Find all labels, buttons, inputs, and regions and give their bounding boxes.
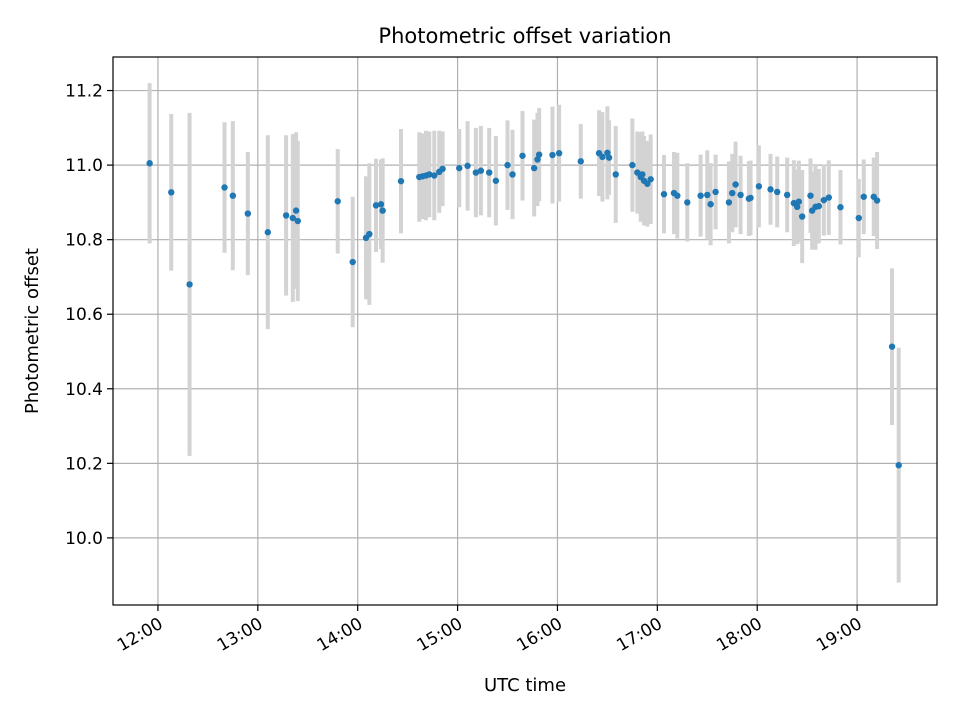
data-point [815, 202, 823, 210]
data-point [464, 162, 471, 170]
data-point [604, 149, 611, 157]
data-point [783, 191, 791, 199]
x-tick-label: 15:00 [414, 614, 466, 656]
y-axis-ticks: 10.0 10.2 10.4 10.6 10.8 11.0 11.2 [65, 82, 113, 549]
y-tick-label: 11.0 [65, 156, 103, 176]
x-axis-label: UTC time [484, 675, 566, 696]
data-point [366, 230, 373, 238]
chart-title: Photometric offset variation [378, 24, 671, 48]
data-point [549, 151, 556, 159]
y-tick-label: 10.6 [65, 305, 103, 325]
data-point [519, 152, 526, 159]
data-point [146, 160, 153, 167]
data-point [492, 177, 500, 184]
x-tick-label: 18:00 [713, 614, 765, 656]
data-point [712, 188, 719, 196]
plot-frame [112, 56, 938, 606]
data-point [755, 183, 763, 190]
data-point [439, 165, 446, 173]
data-point [647, 176, 654, 183]
y-tick-label: 11.2 [65, 82, 103, 102]
y-tick-label: 10.2 [65, 454, 103, 474]
data-point [289, 214, 296, 222]
data-point [773, 188, 781, 196]
data-point [292, 207, 300, 214]
data-point [629, 161, 636, 169]
y-tick-label: 10.0 [65, 529, 103, 549]
x-tick-label: 17:00 [613, 614, 665, 656]
data-point [798, 213, 806, 220]
data-point [397, 177, 405, 185]
data-point [229, 192, 237, 199]
data-point [535, 151, 543, 158]
data-point [504, 161, 511, 169]
data-point [707, 201, 714, 208]
data-point [737, 191, 744, 199]
data-point [612, 171, 619, 178]
data-point [860, 193, 867, 200]
data-point [684, 199, 691, 206]
data-point [530, 164, 538, 172]
data-point [282, 212, 290, 219]
data-point [674, 192, 681, 199]
data-point [577, 158, 584, 165]
x-tick-label: 16:00 [514, 614, 566, 656]
data-point [644, 180, 651, 187]
data-point [767, 186, 774, 193]
data-point [477, 167, 485, 174]
data-point [426, 171, 433, 178]
data-point [486, 169, 493, 176]
data-points [146, 149, 902, 469]
data-point [837, 204, 844, 211]
data-point [825, 194, 832, 201]
data-point [807, 192, 814, 199]
data-point [729, 189, 736, 197]
y-tick-label: 10.8 [65, 231, 103, 251]
data-point [634, 169, 641, 176]
data-point [294, 217, 301, 225]
data-point [747, 194, 754, 202]
data-point [820, 196, 828, 204]
data-point [855, 214, 862, 222]
data-point [264, 229, 272, 236]
data-point [456, 164, 463, 172]
data-point [704, 191, 711, 199]
data-point [221, 184, 228, 191]
data-point [793, 203, 801, 211]
data-point [472, 169, 480, 176]
grid-lines [113, 57, 937, 605]
data-point [509, 171, 516, 178]
data-point [168, 189, 175, 196]
data-point [599, 153, 606, 161]
data-point [639, 171, 646, 178]
data-point [697, 192, 704, 199]
data-point [873, 197, 881, 204]
data-point [379, 207, 386, 214]
x-tick-label: 13:00 [214, 614, 266, 656]
data-point [660, 190, 668, 198]
data-point [534, 156, 541, 163]
data-point [377, 201, 385, 208]
data-point [431, 172, 438, 179]
data-point [186, 281, 193, 288]
data-point [349, 258, 356, 266]
data-point [372, 202, 380, 209]
data-point [725, 199, 733, 206]
data-point [334, 198, 341, 205]
x-tick-label: 12:00 [114, 614, 166, 656]
data-point [732, 181, 739, 188]
data-point [244, 210, 252, 217]
x-tick-label: 14:00 [314, 614, 366, 656]
x-axis-ticks: 12:00 13:00 14:00 15:00 16:00 17:00 18:00 19:00 [114, 605, 866, 656]
data-point [605, 154, 613, 161]
data-point [555, 149, 563, 157]
x-tick-label: 19:00 [813, 614, 865, 656]
data-point [795, 198, 803, 205]
data-point [895, 462, 902, 469]
y-axis-label: Photometric offset [22, 248, 43, 414]
y-tick-label: 10.4 [65, 380, 103, 400]
data-point [888, 343, 896, 350]
